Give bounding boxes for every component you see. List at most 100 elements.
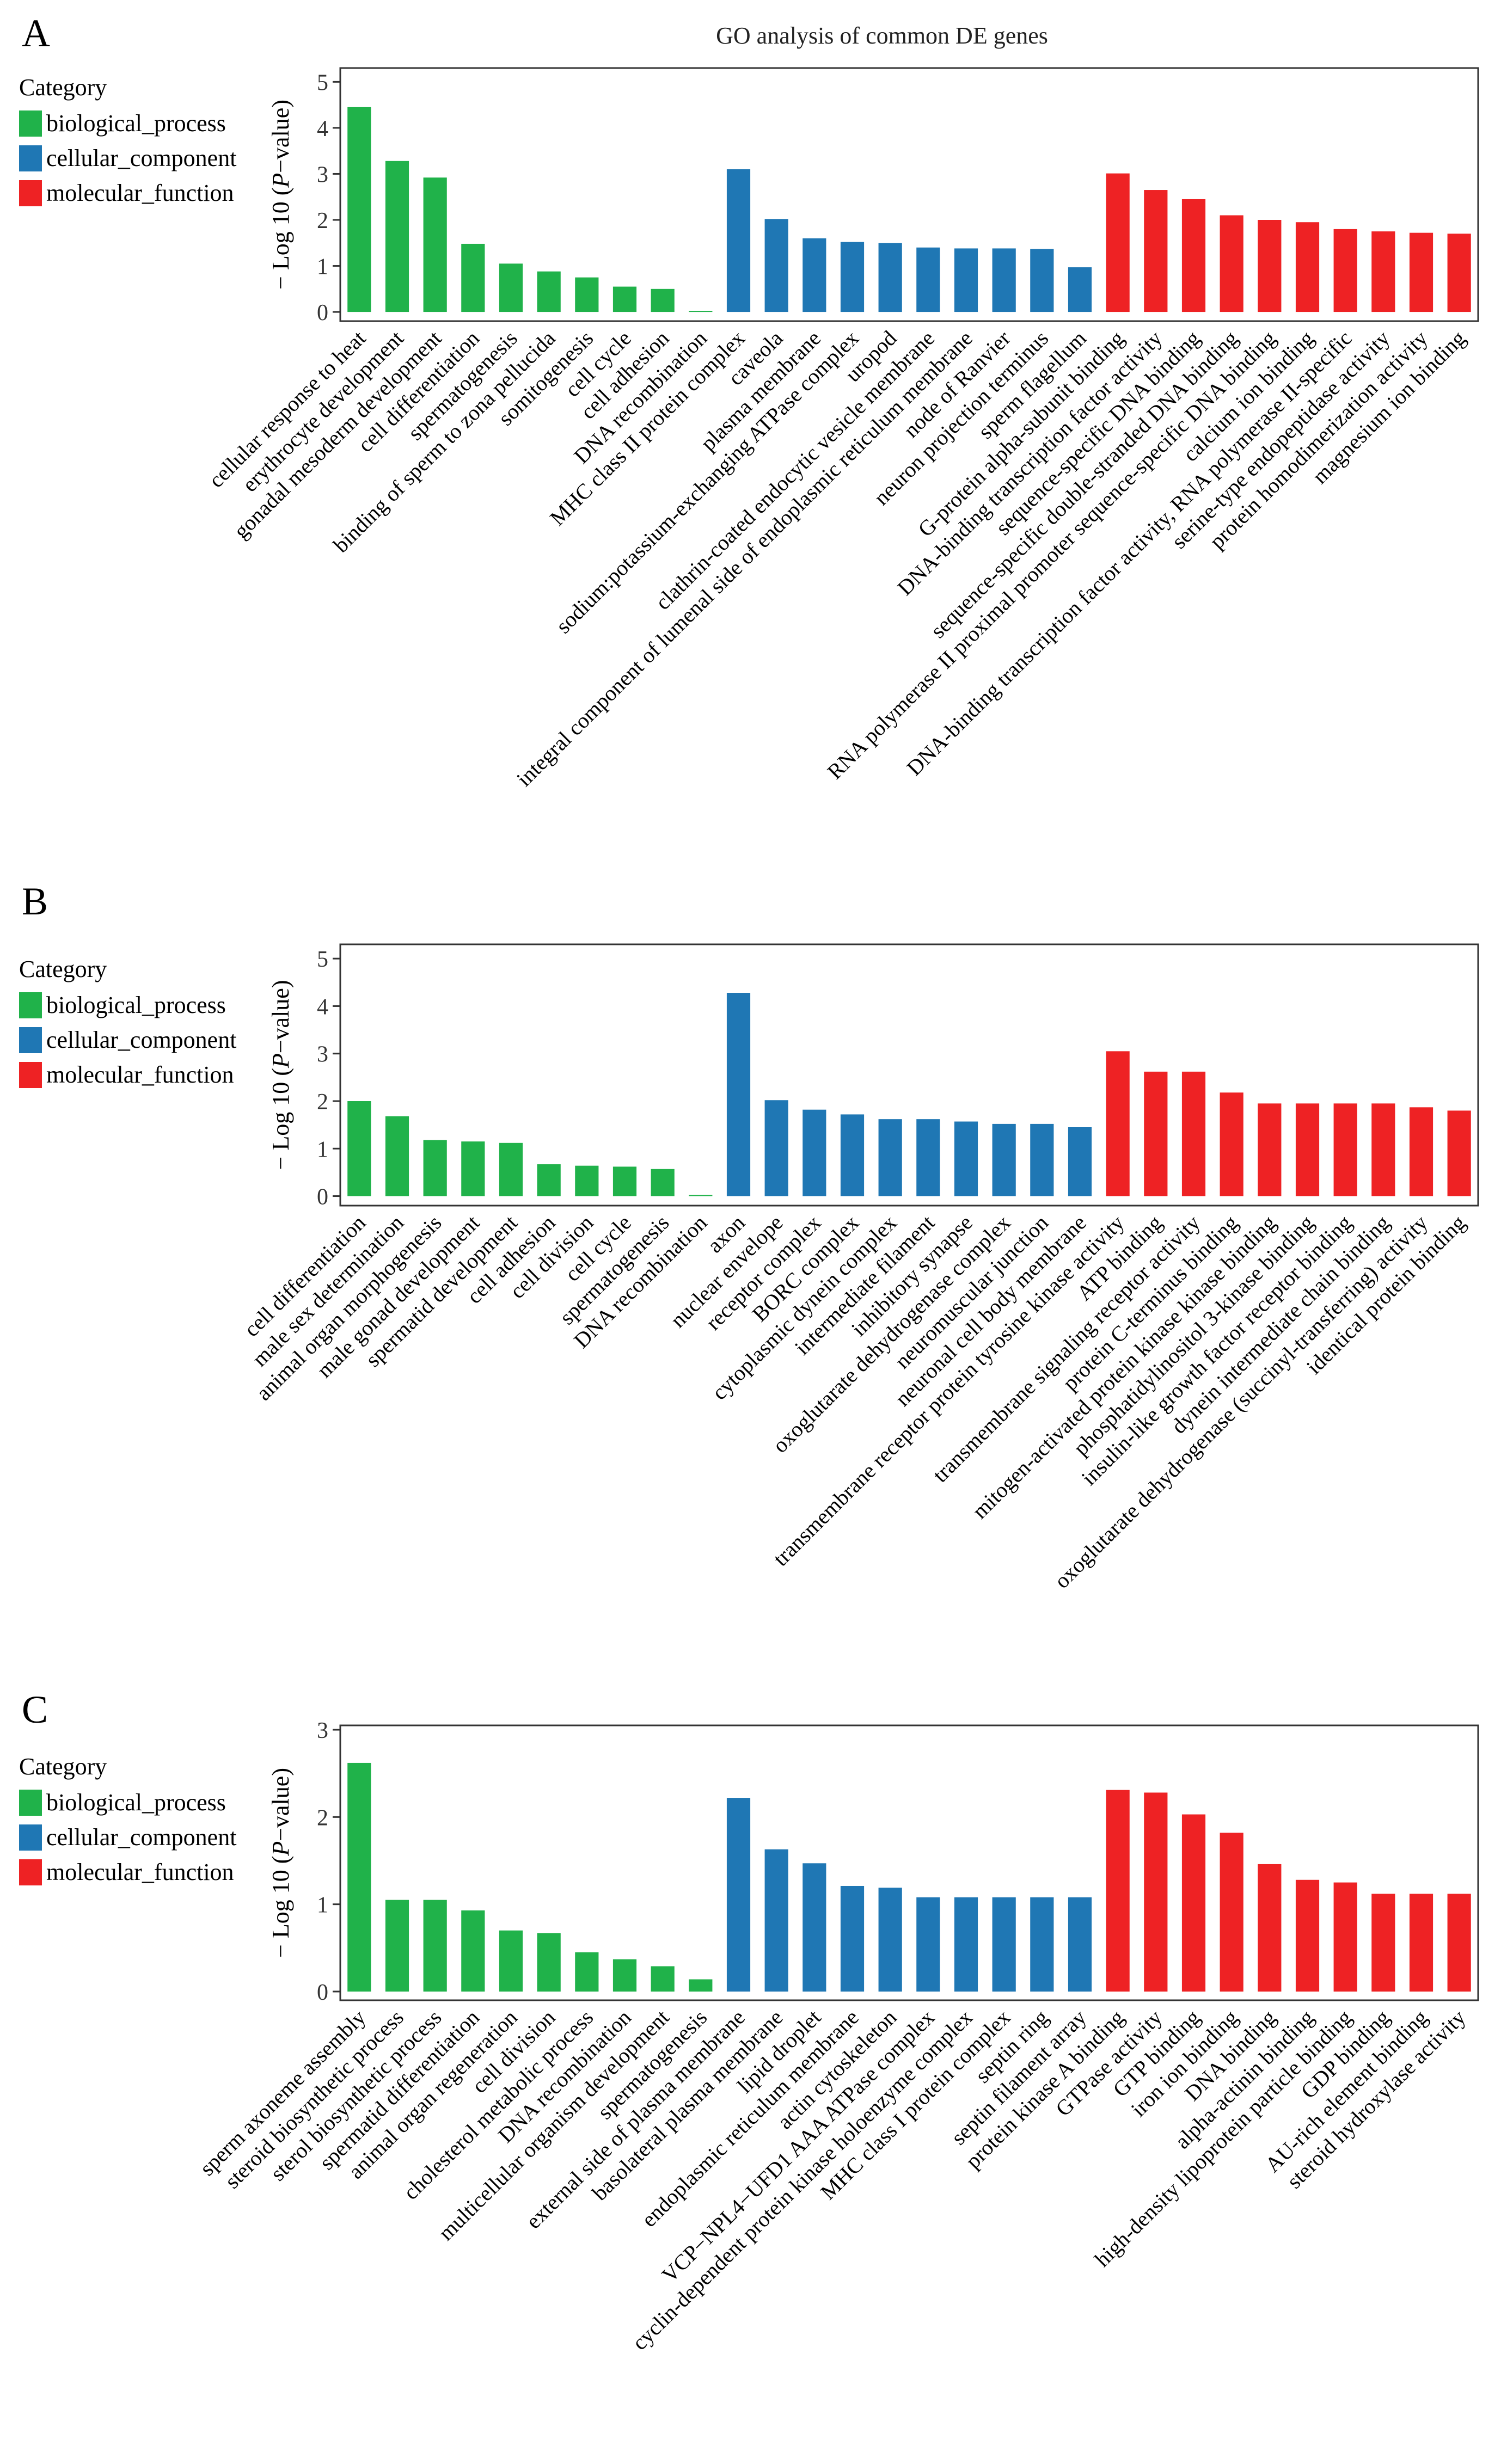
bar-20[interactable] <box>1068 1127 1092 1196</box>
bar-22[interactable] <box>1144 1071 1168 1196</box>
bar-2[interactable] <box>385 1116 409 1196</box>
bar-26[interactable] <box>1295 1879 1320 1992</box>
bar-15[interactable] <box>878 1888 902 1992</box>
bar-21[interactable] <box>1106 173 1130 312</box>
bar-30[interactable] <box>1447 1110 1471 1196</box>
bar-7[interactable] <box>575 277 599 312</box>
bar-5[interactable] <box>499 1930 523 1992</box>
bar-9[interactable] <box>651 1966 675 1992</box>
bar-1[interactable] <box>347 107 371 312</box>
bar-26[interactable] <box>1295 222 1320 312</box>
bar-16[interactable] <box>916 247 940 312</box>
bar-20[interactable] <box>1068 1897 1092 1992</box>
bar-30[interactable] <box>1447 234 1471 312</box>
bar-21[interactable] <box>1106 1790 1130 1992</box>
bar-6[interactable] <box>537 1933 561 1992</box>
bar-11[interactable] <box>726 1798 751 1992</box>
bar-12[interactable] <box>764 1849 788 1992</box>
bar-2[interactable] <box>385 161 409 312</box>
bar-14[interactable] <box>840 1114 865 1196</box>
legend: Category biological_process cellular_compo… <box>19 74 236 206</box>
bar-14[interactable] <box>840 242 865 312</box>
bar-27[interactable] <box>1333 1103 1357 1196</box>
bar-29[interactable] <box>1409 232 1434 312</box>
panel-label: C <box>22 1688 48 1731</box>
y-tick-label: 5 <box>317 947 328 972</box>
legend-swatch-cellular-component <box>19 145 42 171</box>
bar-10[interactable] <box>689 311 713 312</box>
bar-21[interactable] <box>1106 1051 1130 1196</box>
bar-13[interactable] <box>802 1109 826 1196</box>
bar-13[interactable] <box>802 238 826 312</box>
bar-29[interactable] <box>1409 1894 1434 1992</box>
bar-7[interactable] <box>575 1952 599 1992</box>
bar-28[interactable] <box>1371 1103 1395 1196</box>
bar-18[interactable] <box>992 1123 1016 1196</box>
bar-16[interactable] <box>916 1897 940 1992</box>
bar-4[interactable] <box>461 1141 485 1196</box>
bar-29[interactable] <box>1409 1107 1434 1196</box>
bar-9[interactable] <box>651 288 675 312</box>
bar-12[interactable] <box>764 1100 788 1196</box>
bar-6[interactable] <box>537 271 561 312</box>
bar-24[interactable] <box>1220 1092 1243 1196</box>
bar-18[interactable] <box>992 1897 1016 1992</box>
bar-7[interactable] <box>575 1165 599 1196</box>
bar-17[interactable] <box>954 1121 978 1196</box>
bar-18[interactable] <box>992 248 1016 312</box>
legend-title: Category <box>19 956 107 982</box>
bar-14[interactable] <box>840 1885 865 1992</box>
bar-24[interactable] <box>1220 1833 1243 1992</box>
bar-9[interactable] <box>651 1169 675 1196</box>
bar-13[interactable] <box>802 1863 826 1992</box>
bar-19[interactable] <box>1030 1897 1054 1992</box>
bar-19[interactable] <box>1030 249 1054 312</box>
bar-23[interactable] <box>1181 1814 1206 1992</box>
bar-16[interactable] <box>916 1119 940 1196</box>
bar-4[interactable] <box>461 243 485 312</box>
bar-26[interactable] <box>1295 1103 1320 1196</box>
bar-28[interactable] <box>1371 1894 1395 1992</box>
bar-15[interactable] <box>878 243 902 312</box>
bar-24[interactable] <box>1220 215 1243 312</box>
bar-12[interactable] <box>764 219 788 312</box>
bar-3[interactable] <box>423 1900 447 1992</box>
y-tick-label: 4 <box>317 994 328 1019</box>
bar-11[interactable] <box>726 993 751 1196</box>
bar-25[interactable] <box>1258 220 1282 312</box>
bar-19[interactable] <box>1030 1123 1054 1196</box>
bar-3[interactable] <box>423 1140 447 1196</box>
bar-11[interactable] <box>726 169 751 312</box>
y-tick-label: 1 <box>317 1893 328 1918</box>
bar-8[interactable] <box>612 1959 637 1992</box>
bar-10[interactable] <box>689 1195 713 1196</box>
bar-20[interactable] <box>1068 267 1092 312</box>
bar-8[interactable] <box>612 1166 637 1196</box>
bar-1[interactable] <box>347 1101 371 1196</box>
bar-5[interactable] <box>499 263 523 312</box>
bar-25[interactable] <box>1258 1864 1282 1992</box>
bar-27[interactable] <box>1333 229 1357 312</box>
panel-label: B <box>22 880 48 923</box>
bar-6[interactable] <box>537 1164 561 1196</box>
bar-22[interactable] <box>1144 1792 1168 1992</box>
bar-28[interactable] <box>1371 231 1395 312</box>
legend-label-molecular-function: molecular_function <box>46 1061 234 1088</box>
legend-label-molecular-function: molecular_function <box>46 180 234 206</box>
bar-8[interactable] <box>612 286 637 312</box>
bar-3[interactable] <box>423 177 447 312</box>
bar-25[interactable] <box>1258 1103 1282 1196</box>
bar-2[interactable] <box>385 1900 409 1992</box>
bar-27[interactable] <box>1333 1882 1357 1992</box>
bar-5[interactable] <box>499 1142 523 1196</box>
bar-17[interactable] <box>954 1897 978 1992</box>
bar-4[interactable] <box>461 1910 485 1992</box>
bar-22[interactable] <box>1144 190 1168 312</box>
bar-17[interactable] <box>954 248 978 312</box>
bar-1[interactable] <box>347 1762 371 1992</box>
bar-15[interactable] <box>878 1119 902 1196</box>
bar-30[interactable] <box>1447 1894 1471 1992</box>
bar-10[interactable] <box>689 1979 713 1992</box>
bar-23[interactable] <box>1181 199 1206 312</box>
bar-23[interactable] <box>1181 1071 1206 1196</box>
